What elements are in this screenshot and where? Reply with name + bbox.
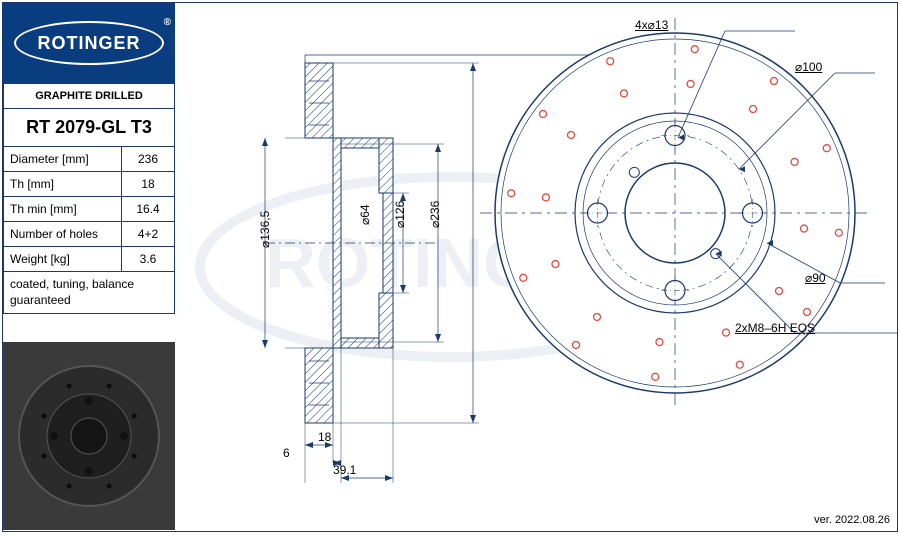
spec-label: Number of holes: [4, 222, 122, 246]
spec-label: Th min [mm]: [4, 197, 122, 221]
spec-label: Weight [kg]: [4, 247, 122, 271]
callout-d100: ⌀100: [795, 60, 822, 74]
spec-note: coated, tuning, balance guaranteed: [4, 272, 175, 314]
dim-d136-5: ⌀136,5: [258, 211, 272, 248]
technical-drawing: 4x⌀13 ⌀100 ⌀90 2xM8–6H EQS ⌀136,5 ⌀64 ⌀1…: [175, 3, 897, 531]
spec-value: 16.4: [122, 197, 174, 221]
brand-logo: ROTINGER ®: [3, 3, 175, 83]
registered-mark: ®: [164, 17, 172, 28]
spec-value: 236: [122, 147, 174, 171]
spec-panel: GRAPHITE DRILLED RT 2079-GL T3 Diameter …: [3, 83, 175, 314]
dim-d236: ⌀236: [428, 201, 442, 228]
spec-label: Diameter [mm]: [4, 147, 122, 171]
dim-d126: ⌀126: [393, 201, 407, 228]
dim-d64: ⌀64: [358, 204, 372, 225]
brand-name: ROTINGER: [37, 33, 140, 54]
part-number: RT 2079-GL T3: [4, 109, 175, 147]
spec-label: Th [mm]: [4, 172, 122, 196]
spec-row: Number of holes4+2: [4, 222, 175, 247]
callout-4x13: 4x⌀13: [635, 18, 668, 32]
dim-6: 6: [283, 446, 290, 460]
spec-row: Th [mm]18: [4, 172, 175, 197]
spec-value: 18: [122, 172, 174, 196]
dim-39-1: 39.1: [333, 463, 356, 477]
dim-18: 18: [318, 430, 331, 444]
product-photo: [3, 342, 175, 530]
spec-title: GRAPHITE DRILLED: [4, 83, 175, 109]
spec-value: 3.6: [122, 247, 174, 271]
spec-value: 4+2: [122, 222, 174, 246]
callout-m8: 2xM8–6H EQS: [735, 321, 815, 335]
version-label: ver. 2022.08.26: [814, 514, 890, 526]
spec-row: Th min [mm]16.4: [4, 197, 175, 222]
spec-row: Diameter [mm]236: [4, 147, 175, 172]
callout-d90: ⌀90: [805, 271, 826, 285]
spec-row: Weight [kg]3.6: [4, 247, 175, 272]
